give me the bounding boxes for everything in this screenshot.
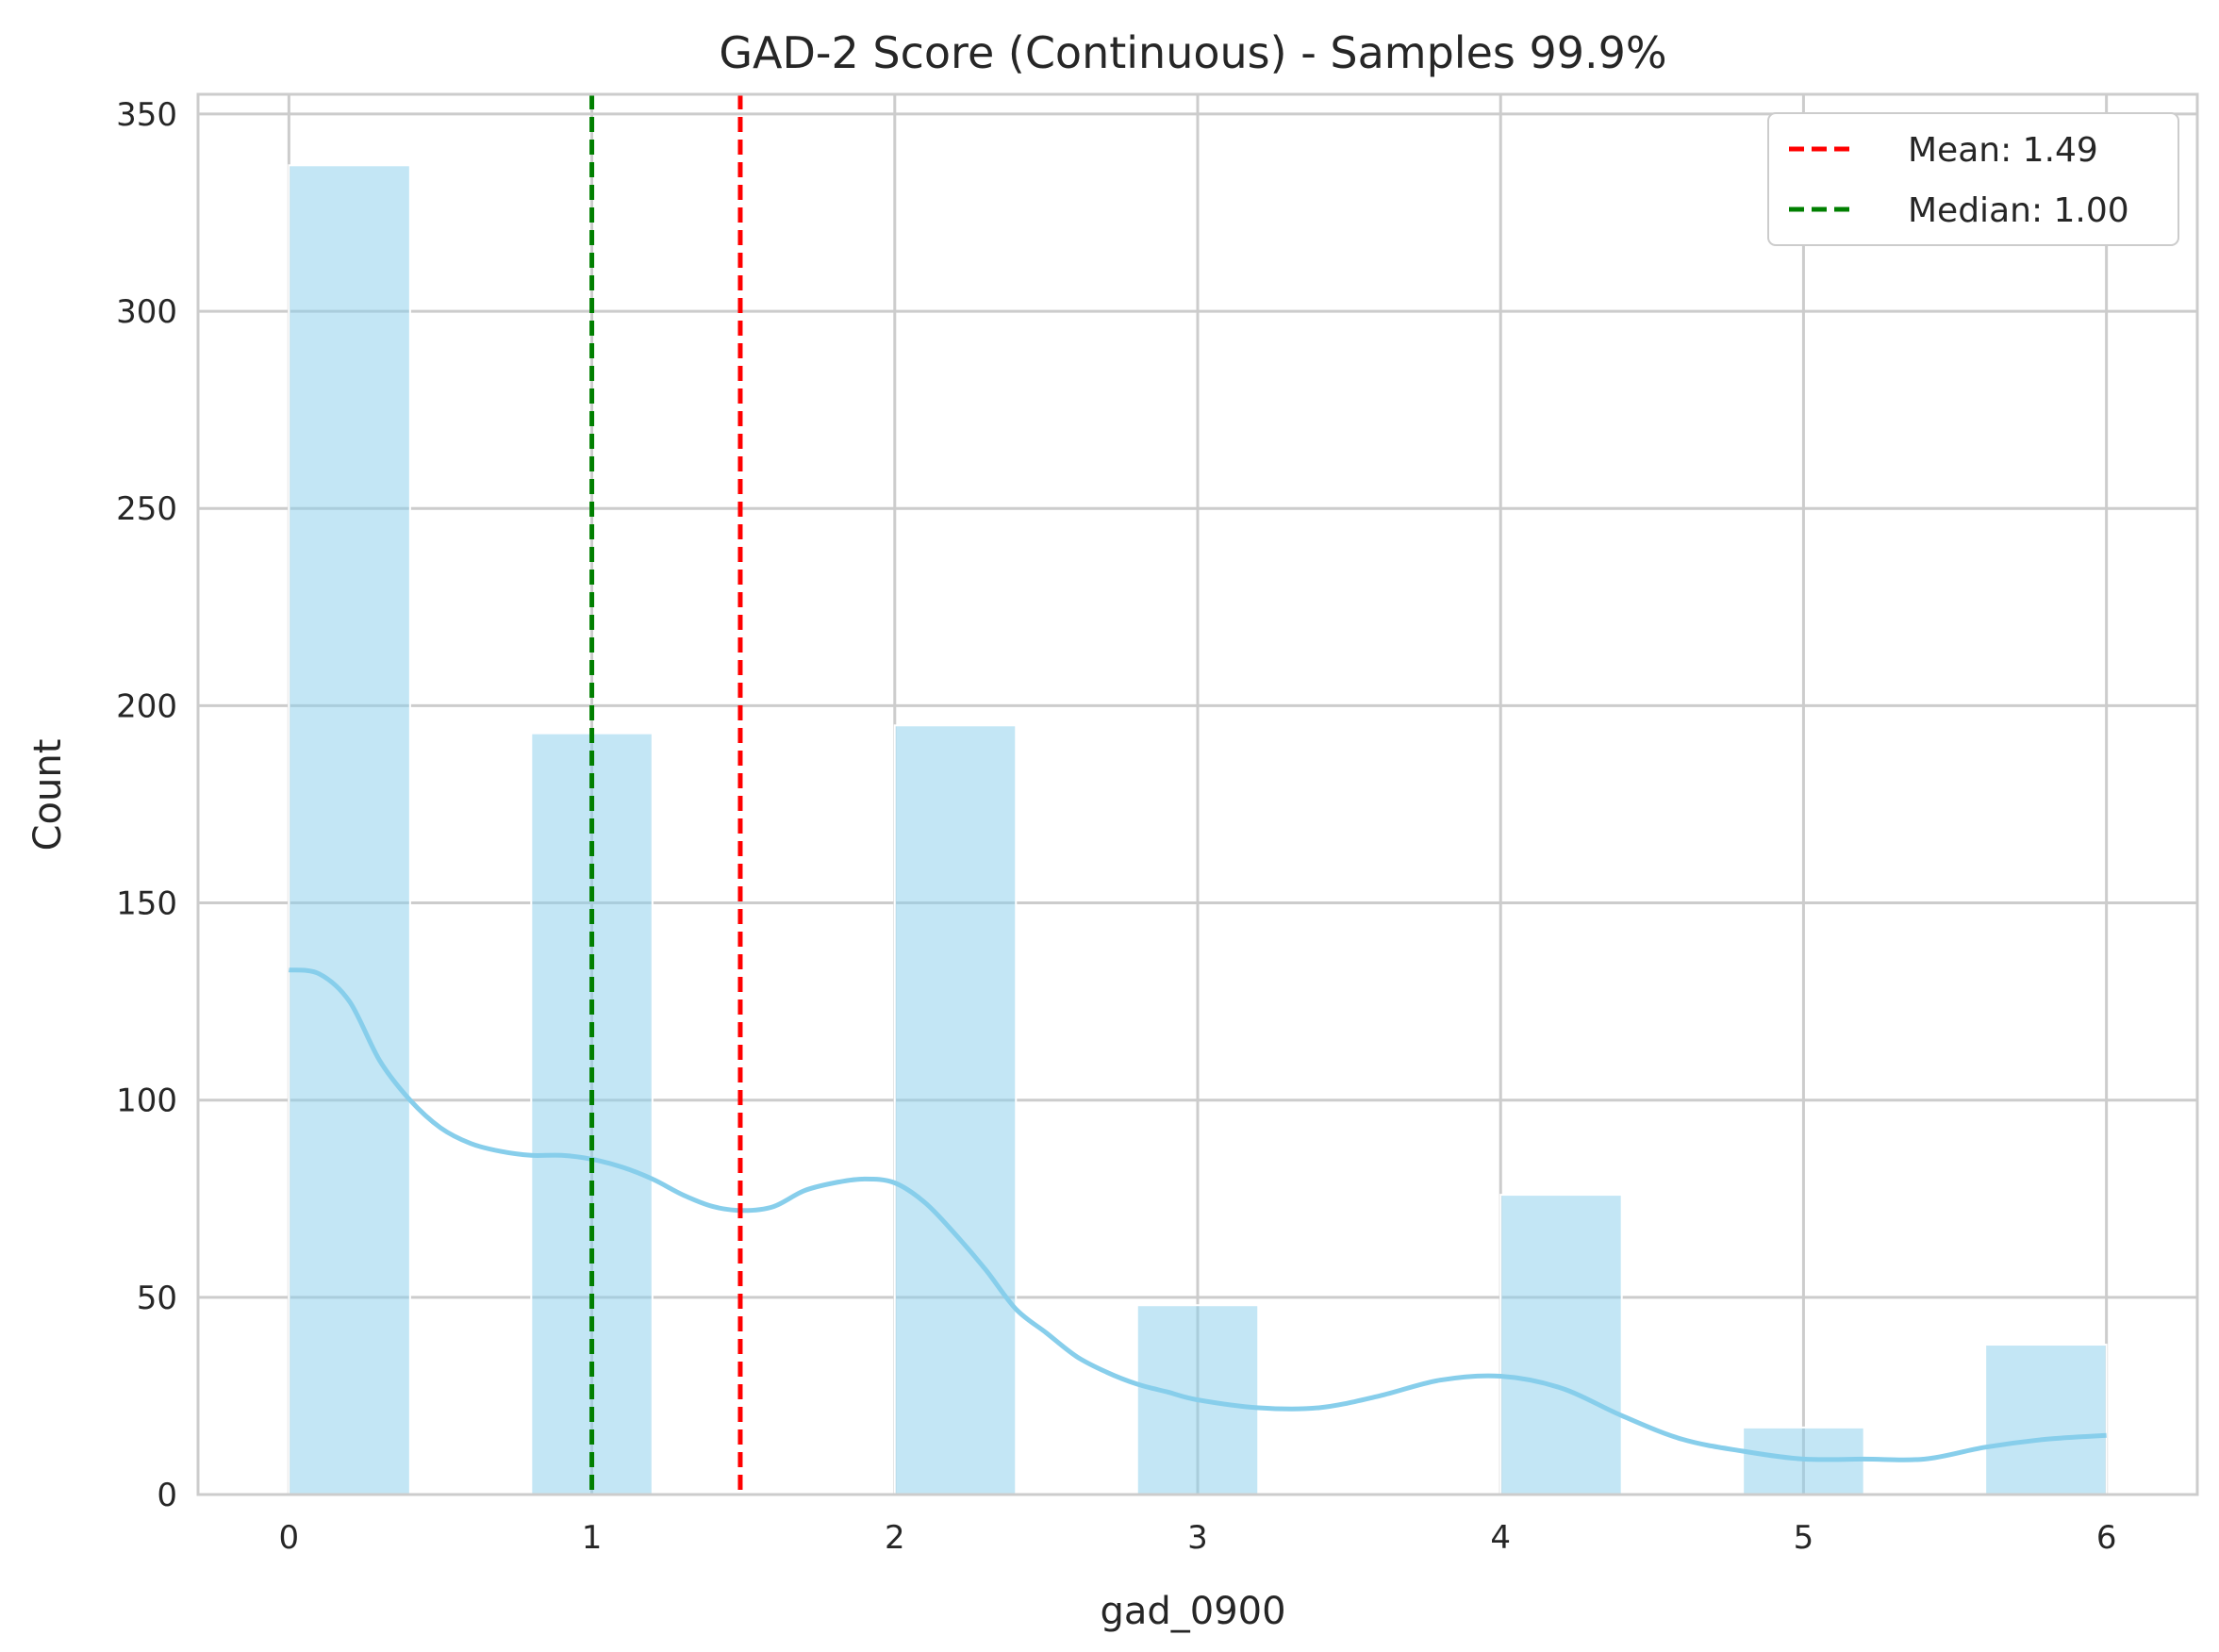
y-tick-label: 50 [137, 1280, 177, 1317]
x-tick-label: 5 [1794, 1519, 1814, 1557]
tick-labels: 0 50 100 150 200 250 300 350 0 1 2 3 4 5 6 [116, 96, 2116, 1557]
x-tick-label: 3 [1187, 1519, 1208, 1557]
y-tick-label: 250 [116, 490, 177, 528]
x-axis-label: gad_0900 [1100, 1590, 1285, 1633]
y-tick-label: 200 [116, 687, 177, 725]
x-tick-label: 1 [582, 1519, 603, 1557]
kde-curve [289, 967, 2107, 1462]
histogram-bar [893, 724, 1018, 1495]
kde-curve-group [289, 967, 2107, 1462]
x-tick-label: 2 [885, 1519, 905, 1557]
legend-entry-median: Median: 1.00 [1908, 191, 2129, 230]
x-tick-label: 4 [1490, 1519, 1511, 1557]
y-tick-label: 350 [116, 96, 177, 134]
chart-title: GAD-2 Score (Continuous) - Samples 99.9% [719, 27, 1666, 78]
histogram-bar [1499, 1194, 1623, 1495]
histogram-bar [288, 164, 411, 1495]
legend-box [1767, 112, 2179, 246]
histogram-bar [1984, 1344, 2108, 1495]
x-tick-label: 0 [279, 1519, 300, 1557]
y-tick-label: 300 [116, 293, 177, 331]
legend: Mean: 1.49 Median: 1.00 [1767, 112, 2179, 246]
histogram-bars [288, 164, 2108, 1496]
reference-lines [589, 94, 743, 1495]
y-axis-label: Count [26, 739, 70, 851]
y-tick-label: 150 [116, 885, 177, 923]
plot-frame [196, 92, 2199, 1496]
x-tick-label: 6 [2096, 1519, 2117, 1557]
y-tick-label: 100 [116, 1082, 177, 1120]
y-tick-label: 0 [157, 1477, 177, 1514]
legend-entry-mean: Mean: 1.49 [1908, 131, 2098, 170]
